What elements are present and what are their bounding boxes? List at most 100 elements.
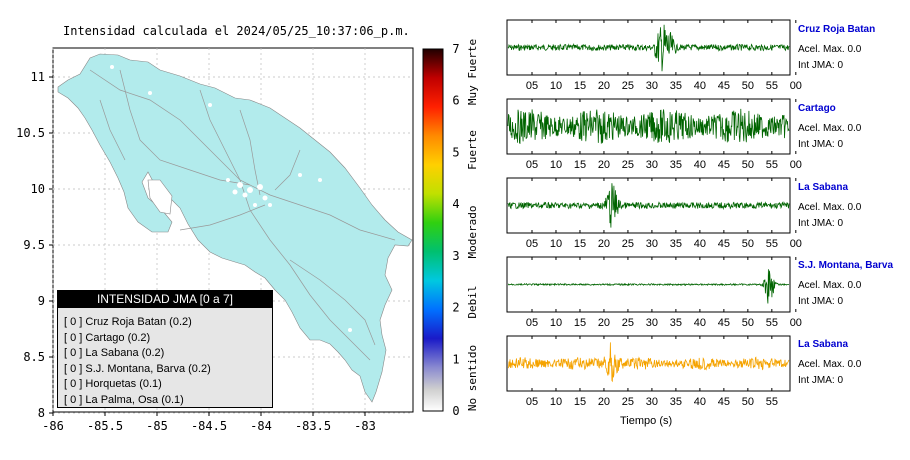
time-tick-label: 50 [742, 238, 754, 250]
legend-item: [ 0 ] Horquetas (0.1) [64, 378, 162, 391]
station-int: Int JMA: 0 [798, 375, 844, 386]
time-tick-label: 55 [766, 396, 778, 408]
city-markers [110, 65, 352, 332]
time-tick-label: 05 [526, 159, 538, 171]
time-tick-label: 30 [646, 159, 658, 171]
colorbar-category-label: Muy Fuerte [466, 39, 479, 105]
time-tick-label: 00 [790, 80, 802, 92]
x-tick-label: -84 [250, 419, 272, 433]
y-tick-label: 10.5 [16, 126, 45, 140]
time-tick-label: 50 [742, 80, 754, 92]
time-tick-label: 35 [670, 396, 682, 408]
colorbar-tick-label: 7 [452, 42, 459, 56]
waveform-panel: 05 10 15 20 25 30 35 40 45 50 55 00 [506, 19, 802, 92]
time-tick-label: 50 [742, 159, 754, 171]
time-tick-label: 15 [574, 80, 586, 92]
time-tick-label: 35 [670, 159, 682, 171]
legend-item: [ 0 ] Cruz Roja Batan (0.2) [64, 316, 192, 328]
time-tick-label: 35 [670, 238, 682, 250]
time-tick-label: 25 [622, 80, 634, 92]
y-tick-label: 8.5 [23, 350, 45, 364]
station-info-sj-montana: S.J. Montana, Barva Acel. Max. 0.0 Int J… [798, 260, 908, 310]
station-acel: Acel. Max. 0.0 [798, 202, 862, 213]
station-name: Cartago [798, 103, 836, 114]
y-tick-label: 10 [31, 182, 45, 196]
time-tick-label: 30 [646, 396, 658, 408]
time-tick-label: 45 [718, 159, 730, 171]
x-tick-label: -83 [354, 419, 376, 433]
y-tick-label: 9.5 [23, 238, 45, 252]
colorbar-category-labels: Muy Fuerte Fuerte Moderado Debil No sentido [466, 39, 479, 411]
waveform-panel: 05 10 15 20 25 30 35 40 45 50 55 00 [506, 256, 802, 329]
costa-rica-landmass [57, 53, 413, 403]
time-tick-label: 10 [550, 80, 562, 92]
legend-item: [ 0 ] La Palma, Osa (0.1) [64, 393, 184, 406]
time-tick-label: 25 [622, 159, 634, 171]
time-tick-label: 50 [742, 396, 754, 408]
legend-item: [ 0 ] La Sabana (0.2) [64, 347, 165, 360]
time-tick-label: 15 [574, 317, 586, 329]
waveform-panel: 05 10 15 20 25 30 35 40 45 50 55 [506, 335, 791, 408]
station-acel: Acel. Max. 0.0 [798, 280, 862, 291]
time-tick-label: 10 [550, 396, 562, 408]
y-tick-label: 9 [38, 294, 45, 308]
station-int: Int JMA: 0 [798, 218, 844, 229]
time-tick-label: 10 [550, 317, 562, 329]
colorbar-tick-labels: 7 6 5 4 3 2 1 0 [452, 42, 459, 418]
station-info-cartago: Cartago Acel. Max. 0.0 Int JMA: 0 [798, 103, 908, 153]
colorbar-category-label: No sentido [466, 345, 479, 411]
time-tick-label: 30 [646, 317, 658, 329]
intensity-colorbar [422, 48, 444, 412]
waveform-trace [507, 342, 790, 383]
time-tick-label: 20 [598, 317, 610, 329]
time-axis-label: Tiempo (s) [620, 415, 673, 427]
time-tick-label: 00 [790, 317, 802, 329]
time-tick-label: 55 [766, 317, 778, 329]
waveform-trace [507, 183, 790, 228]
time-tick-label: 25 [622, 396, 634, 408]
time-tick-label: 15 [574, 159, 586, 171]
station-int: Int JMA: 0 [798, 60, 844, 71]
time-tick-label: 15 [574, 238, 586, 250]
time-tick-label: 45 [718, 317, 730, 329]
time-tick-label: 05 [526, 80, 538, 92]
time-tick-label: 55 [766, 80, 778, 92]
time-tick-label: 00 [790, 238, 802, 250]
time-tick-label: 20 [598, 238, 610, 250]
legend-item: [ 0 ] S.J. Montana, Barva (0.2) [64, 362, 211, 375]
waveform-panels: 05 10 15 20 25 30 35 40 45 50 55 00 05 10 15 20 25 30 35 40… [506, 19, 802, 408]
time-tick-label: 30 [646, 80, 658, 92]
y-tick-label: 11 [31, 70, 45, 84]
legend-title: INTENSIDAD JMA [0 a 7] [58, 291, 272, 308]
time-tick-label: 20 [598, 396, 610, 408]
station-int: Int JMA: 0 [798, 139, 844, 150]
time-tick-label: 40 [694, 317, 706, 329]
waveform-trace [507, 108, 790, 144]
station-name: Cruz Roja Batan [798, 24, 876, 35]
map-x-tick-labels: -86 -85.5 -85 -84.5 -84 -83.5 -83 [42, 419, 376, 433]
time-tick-label: 55 [766, 159, 778, 171]
colorbar-category-label: Fuerte [466, 130, 479, 170]
time-tick-label: 20 [598, 159, 610, 171]
map-y-tick-labels: 11 10.5 10 9.5 9 8.5 8 [16, 70, 45, 420]
station-info-la-sabana: La Sabana Acel. Max. 0.0 Int JMA: 0 [798, 182, 908, 232]
time-tick-label: 30 [646, 238, 658, 250]
colorbar-tick-label: 3 [452, 249, 459, 263]
waveform-trace [507, 24, 790, 72]
colorbar-tick-label: 1 [452, 352, 459, 366]
x-tick-label: -83.5 [295, 419, 331, 433]
station-info-la-sabana-2: La Sabana Acel. Max. 0.0 Int JMA: 0 [798, 339, 908, 389]
colorbar-tick-label: 5 [452, 145, 459, 159]
time-tick-label: 55 [766, 238, 778, 250]
road-network [89, 69, 396, 361]
time-tick-label: 15 [574, 396, 586, 408]
time-tick-label: 05 [526, 317, 538, 329]
colorbar-category-label: Moderado [466, 206, 479, 259]
time-tick-label: 25 [622, 317, 634, 329]
time-tick-label: 10 [550, 159, 562, 171]
time-tick-label: 05 [526, 396, 538, 408]
gulf-of-nicoya [147, 179, 173, 215]
station-acel: Acel. Max. 0.0 [798, 123, 862, 134]
time-tick-label: 45 [718, 238, 730, 250]
